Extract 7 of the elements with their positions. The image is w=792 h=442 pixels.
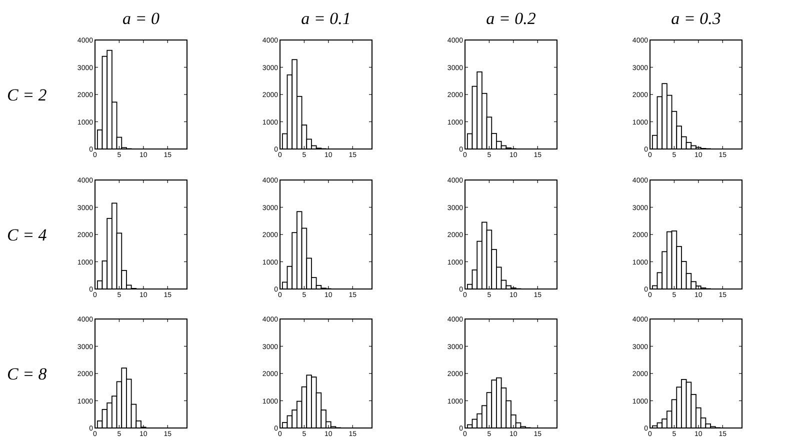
chart-title: a = 0.2	[486, 9, 536, 28]
y-axis-title: C = 8	[7, 364, 48, 384]
chart-title: a = 0	[122, 9, 160, 28]
y-axis-title: C = 2	[7, 86, 48, 104]
y-axis-title: C = 4	[7, 226, 48, 244]
chart-title: a = 0.3	[671, 9, 721, 28]
chart-title: a = 0.1	[301, 9, 351, 28]
